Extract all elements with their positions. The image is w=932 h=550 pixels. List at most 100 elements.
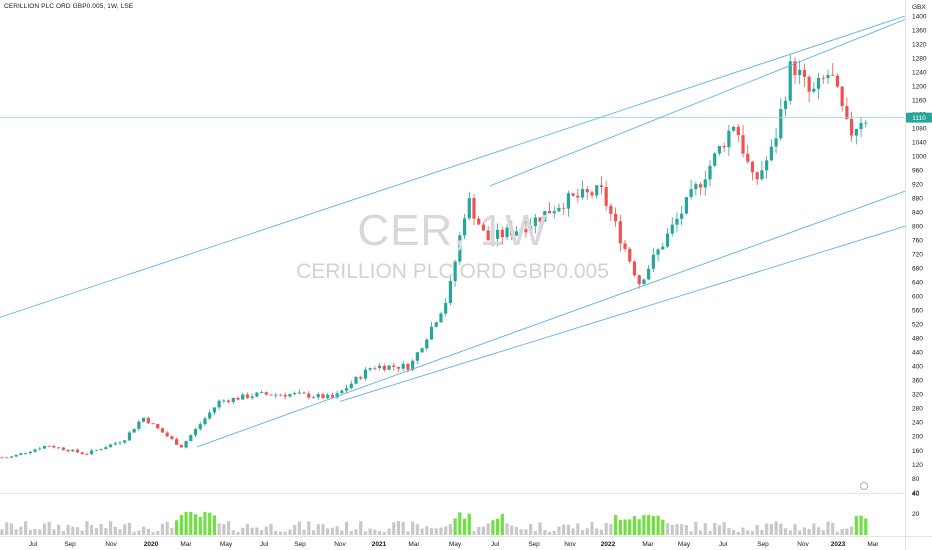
trend-line[interactable] [339, 225, 906, 402]
price-tick-label: 720 [912, 252, 923, 259]
candle-body [307, 393, 311, 398]
volume-bar [311, 530, 316, 535]
candle-body [755, 172, 759, 180]
volume-bar [552, 530, 556, 535]
volume-bar [750, 531, 755, 535]
candle-body [722, 145, 726, 148]
time-tick-label: Nov [105, 541, 117, 548]
candle-body [774, 138, 778, 147]
candle-body [750, 161, 755, 173]
volume-bar [614, 515, 618, 535]
volume-bar [344, 521, 349, 535]
candle-body [717, 145, 722, 154]
price-tick-label: 1240 [912, 69, 927, 76]
candle-body [864, 122, 868, 124]
time-tick-label: 2023 [831, 541, 846, 548]
time-tick-label: Mar [408, 541, 420, 548]
candlesticks [0, 53, 868, 459]
candle-body [850, 118, 854, 136]
candle-body [38, 448, 42, 450]
volume-bar [193, 514, 198, 535]
volume-bar [175, 520, 179, 535]
volume-bar [198, 516, 202, 535]
price-tick-label: 640 [912, 280, 923, 287]
candle-body [798, 69, 802, 76]
candle-body [85, 453, 89, 455]
candle-body [156, 423, 160, 429]
candle-body [359, 377, 363, 379]
candle-body [486, 230, 490, 241]
volume-bar [703, 523, 707, 535]
volume-bar [387, 528, 391, 535]
candle-body [562, 207, 566, 209]
volume-bar [71, 526, 75, 535]
volume-bar [807, 528, 811, 535]
price-tick-label: 1200 [912, 83, 927, 90]
volume-bar [264, 526, 268, 535]
volume-bar [472, 531, 476, 535]
volume-bar [524, 529, 528, 535]
volume-bar [708, 530, 712, 535]
volume-bar [486, 523, 490, 535]
volume-bar [840, 528, 844, 535]
volume-bar [774, 521, 778, 535]
volume-bar [481, 526, 486, 535]
candle-body [90, 450, 94, 455]
volume-bar [453, 518, 457, 535]
volume-bar [802, 527, 806, 535]
candle-body [137, 421, 141, 429]
volume-bar [854, 516, 858, 535]
volume-bar [260, 530, 264, 535]
candle-body [9, 456, 14, 458]
candle-body [354, 377, 358, 384]
price-tick-label: 560 [912, 308, 923, 315]
volume-bar [250, 527, 254, 535]
candle-body [651, 254, 655, 269]
candle-body [340, 390, 344, 394]
candle-body [411, 360, 415, 370]
volume-bar [576, 523, 580, 535]
trend-lines[interactable] [0, 15, 906, 490]
time-tick-label: Jul [29, 541, 38, 548]
volume-bar [245, 523, 250, 535]
volume-bar [505, 523, 509, 535]
symbol-header: CERILLION PLC ORD GBP0.005, 1W, LSE [4, 3, 134, 10]
volume-bar [411, 521, 415, 535]
trend-line[interactable] [489, 19, 906, 187]
trend-line[interactable] [196, 190, 906, 448]
candle-body [713, 153, 717, 166]
time-axis[interactable]: Jul Sep Nov 2020 Mar May Jul Sep Nov 2021 Mar May Ju… [29, 541, 880, 548]
volume-bar [283, 531, 287, 535]
time-tick-label: Mar [180, 541, 192, 548]
price-axis[interactable]: GBX 40 80 120 160 200 240 280 320 360 400 440 480 520… [906, 4, 932, 497]
volume-bar [57, 524, 61, 535]
candle-body [694, 184, 698, 190]
candle-body [189, 435, 193, 442]
candle-body [807, 76, 811, 92]
time-tick-label: 2020 [144, 541, 159, 548]
candle-body [151, 423, 155, 425]
volume-bar [396, 521, 401, 535]
volume-bar [420, 528, 424, 535]
candle-body [264, 392, 268, 395]
candle-body [217, 400, 221, 408]
chart-event-icon[interactable] [860, 482, 868, 490]
volume-bar [160, 523, 165, 535]
candle-body [783, 100, 788, 110]
candle-body [467, 198, 471, 219]
candle-body [335, 393, 339, 398]
candle-body [477, 218, 481, 225]
trend-line[interactable] [0, 15, 906, 318]
price-tick-label: 480 [912, 336, 923, 343]
price-tick-label: 1080 [912, 125, 927, 132]
volume-bar [378, 530, 382, 535]
volume-bar [637, 519, 641, 535]
volume-bar [519, 529, 523, 535]
volume-bar [713, 523, 717, 535]
candle-body [274, 394, 278, 396]
volume-bar [755, 524, 759, 535]
last-price-tag: 1110 [912, 115, 926, 122]
candle-body [727, 130, 731, 148]
time-tick-label: Sep [294, 541, 306, 548]
